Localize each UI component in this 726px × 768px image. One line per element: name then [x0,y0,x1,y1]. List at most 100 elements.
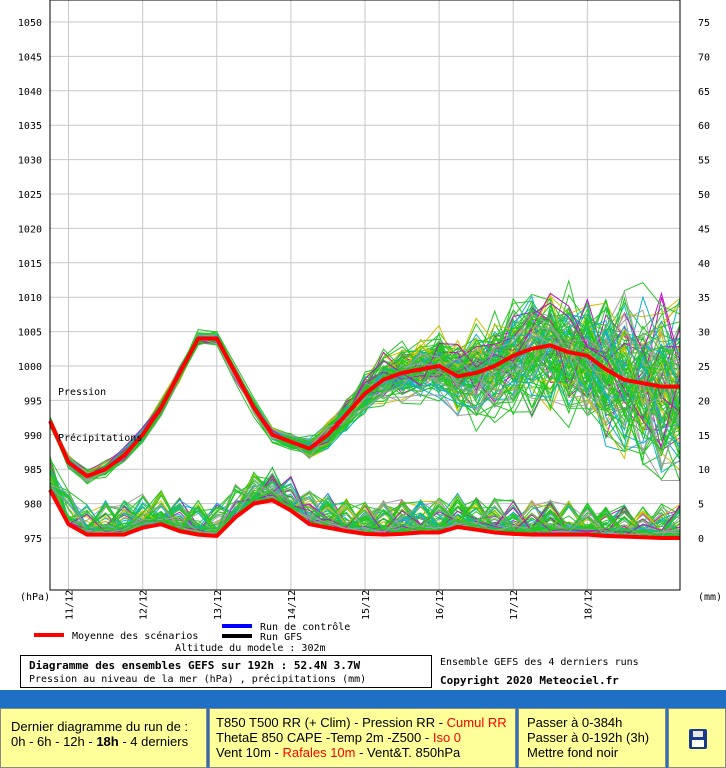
y-right-tick-label: 60 [698,121,710,132]
y-left-tick-label: 995 [24,396,42,407]
y-left-unit: (hPa) [20,592,50,603]
param-iso0-link[interactable]: Iso 0 [432,730,462,745]
param-pression-rr-link[interactable]: Pression RR [362,715,436,730]
y-right-tick-label: 50 [698,190,710,201]
range-panel: Passer à 0-384h Passer à 0-192h (3h) Met… [518,708,666,768]
run-18h-link[interactable]: 18h [96,734,119,749]
run-0h-link[interactable]: 0h [11,734,26,749]
param-temp2m-link[interactable]: Temp 2m [330,730,384,745]
sep: - [84,734,97,749]
y-left-tick-label: 1015 [18,259,42,270]
y-left-tick-label: 1010 [18,293,42,304]
passer-384-link[interactable]: Passer à 0-384h [527,715,623,730]
y-left-tick-label: 1045 [18,52,42,63]
legend-gfs: Run GFS [260,632,302,643]
ensemble-note: Ensemble GEFS des 4 derniers runs [440,657,639,668]
param-thetae-link[interactable]: ThetaE 850 [216,730,284,745]
last-run-label: Dernier diagramme du run de : [11,719,189,734]
y-right-tick-label: 20 [698,396,710,407]
param-vent850-link[interactable]: Vent&T. 850hPa [367,745,461,760]
x-tick-label: 14/12 [287,590,298,620]
y-right-tick-label: 70 [698,52,710,63]
annotation-precipitations: Précipitations [58,432,142,444]
passer-192-link[interactable]: Passer à 0-192h (3h) [527,730,650,745]
x-tick-labels: 11/12 12/12 13/12 14/12 15/12 16/12 17/12 18/12 [65,590,595,620]
bottom-nav: Dernier diagramme du run de : 0h - 6h - … [0,708,726,768]
legend-control: Run de contrôle [260,621,350,633]
param-vent10m-link[interactable]: Vent 10m [216,745,271,760]
member-pressure-line [49,339,681,475]
y-right-tick-label: 45 [698,224,710,235]
member-precip-line [49,485,681,538]
separator-bar [0,690,726,708]
x-tick-label: 12/12 [139,590,150,620]
y-left-tick-label: 975 [24,534,42,545]
y-right-unit: (mm) [698,592,722,603]
y-right-tick-label: 75 [698,18,710,29]
floppy-save-icon[interactable] [689,729,707,749]
y-right-tick-label: 40 [698,259,710,270]
x-tick-label: 15/12 [361,590,372,620]
plot-frame [49,0,681,591]
y-left-tick-label: 1020 [18,224,42,235]
param-z500-link[interactable]: Z500 [391,730,422,745]
sep: - [25,734,38,749]
y-right-tick-label: 15 [698,431,710,442]
y-right-tick-label: 5 [698,500,704,511]
y-right-tick-label: 10 [698,465,710,476]
y-left-tick-label: 980 [24,500,42,511]
y-left-tick-label: 1050 [18,18,42,29]
y-right-tick-label: 55 [698,156,710,167]
annotation-pression: Pression [58,387,106,398]
chart-grid [50,0,680,590]
y-left-tick-label: 990 [24,431,42,442]
member-pressure-line [49,297,681,477]
y-left-tick-label: 1040 [18,87,42,98]
param-cape-link[interactable]: CAPE [286,730,323,745]
x-tick-label: 13/12 [213,590,224,620]
y-left-tick-label: 1030 [18,156,42,167]
sep: - [355,745,368,760]
run-12h-link[interactable]: 12h [63,734,85,749]
x-tick-label: 11/12 [65,590,76,620]
mean-series [48,336,680,540]
y-right-tick-label: 65 [698,87,710,98]
run-4-derniers-link[interactable]: 4 derniers [130,734,189,749]
chart-title-box: Diagramme des ensembles GEFS sur 192h : … [20,655,432,688]
member-precip-line [49,484,681,538]
sep: - [118,734,131,749]
model-altitude: Altitude du modele : 302m [175,643,326,654]
sep: - [435,715,447,730]
sep: - [350,715,363,730]
member-precip-line [49,467,681,538]
y-left-tick-label: 1025 [18,190,42,201]
param-t850-link[interactable]: T850 [216,715,246,730]
sep: - [51,734,64,749]
save-panel [668,708,726,768]
y-left-tick-label: 1000 [18,362,42,373]
sep: - [421,730,433,745]
y-right-tick-label: 35 [698,293,710,304]
legend-mean: Moyenne des scénarios [72,630,198,642]
param-rafales-link[interactable]: Rafales 10m [282,745,356,760]
run-panel: Dernier diagramme du run de : 0h - 6h - … [0,708,207,768]
x-tick-label: 18/12 [583,590,594,620]
mean-pressure-line [48,336,680,479]
y-right-tick-label: 30 [698,328,710,339]
x-tick-label: 16/12 [435,590,446,620]
run-6h-link[interactable]: 6h [37,734,52,749]
fond-noir-link[interactable]: Mettre fond noir [527,745,619,760]
param-cumul-rr-link[interactable]: Cumul RR [446,715,507,730]
x-tick-label: 17/12 [509,590,520,620]
mean-precip-line [48,488,680,540]
ensemble-chart: 1050104510401035103010251020101510101005… [18,0,722,687]
parameter-panel: T850 T500 RR (+ Clim) - Pression RR - Cu… [209,708,516,768]
sep: - [270,745,283,760]
y-left-tick-label: 985 [24,465,42,476]
y-left-ticks: 1050 1045 1040 1035 1030 1025 1020 1015 1010 1005… [18,18,42,545]
param-t500-link[interactable]: T500 [249,715,279,730]
param-rr-clim-link[interactable]: RR (+ Clim) [282,715,351,730]
y-left-tick-label: 1005 [18,328,42,339]
chart-title: Diagramme des ensembles GEFS sur 192h : … [29,659,361,672]
